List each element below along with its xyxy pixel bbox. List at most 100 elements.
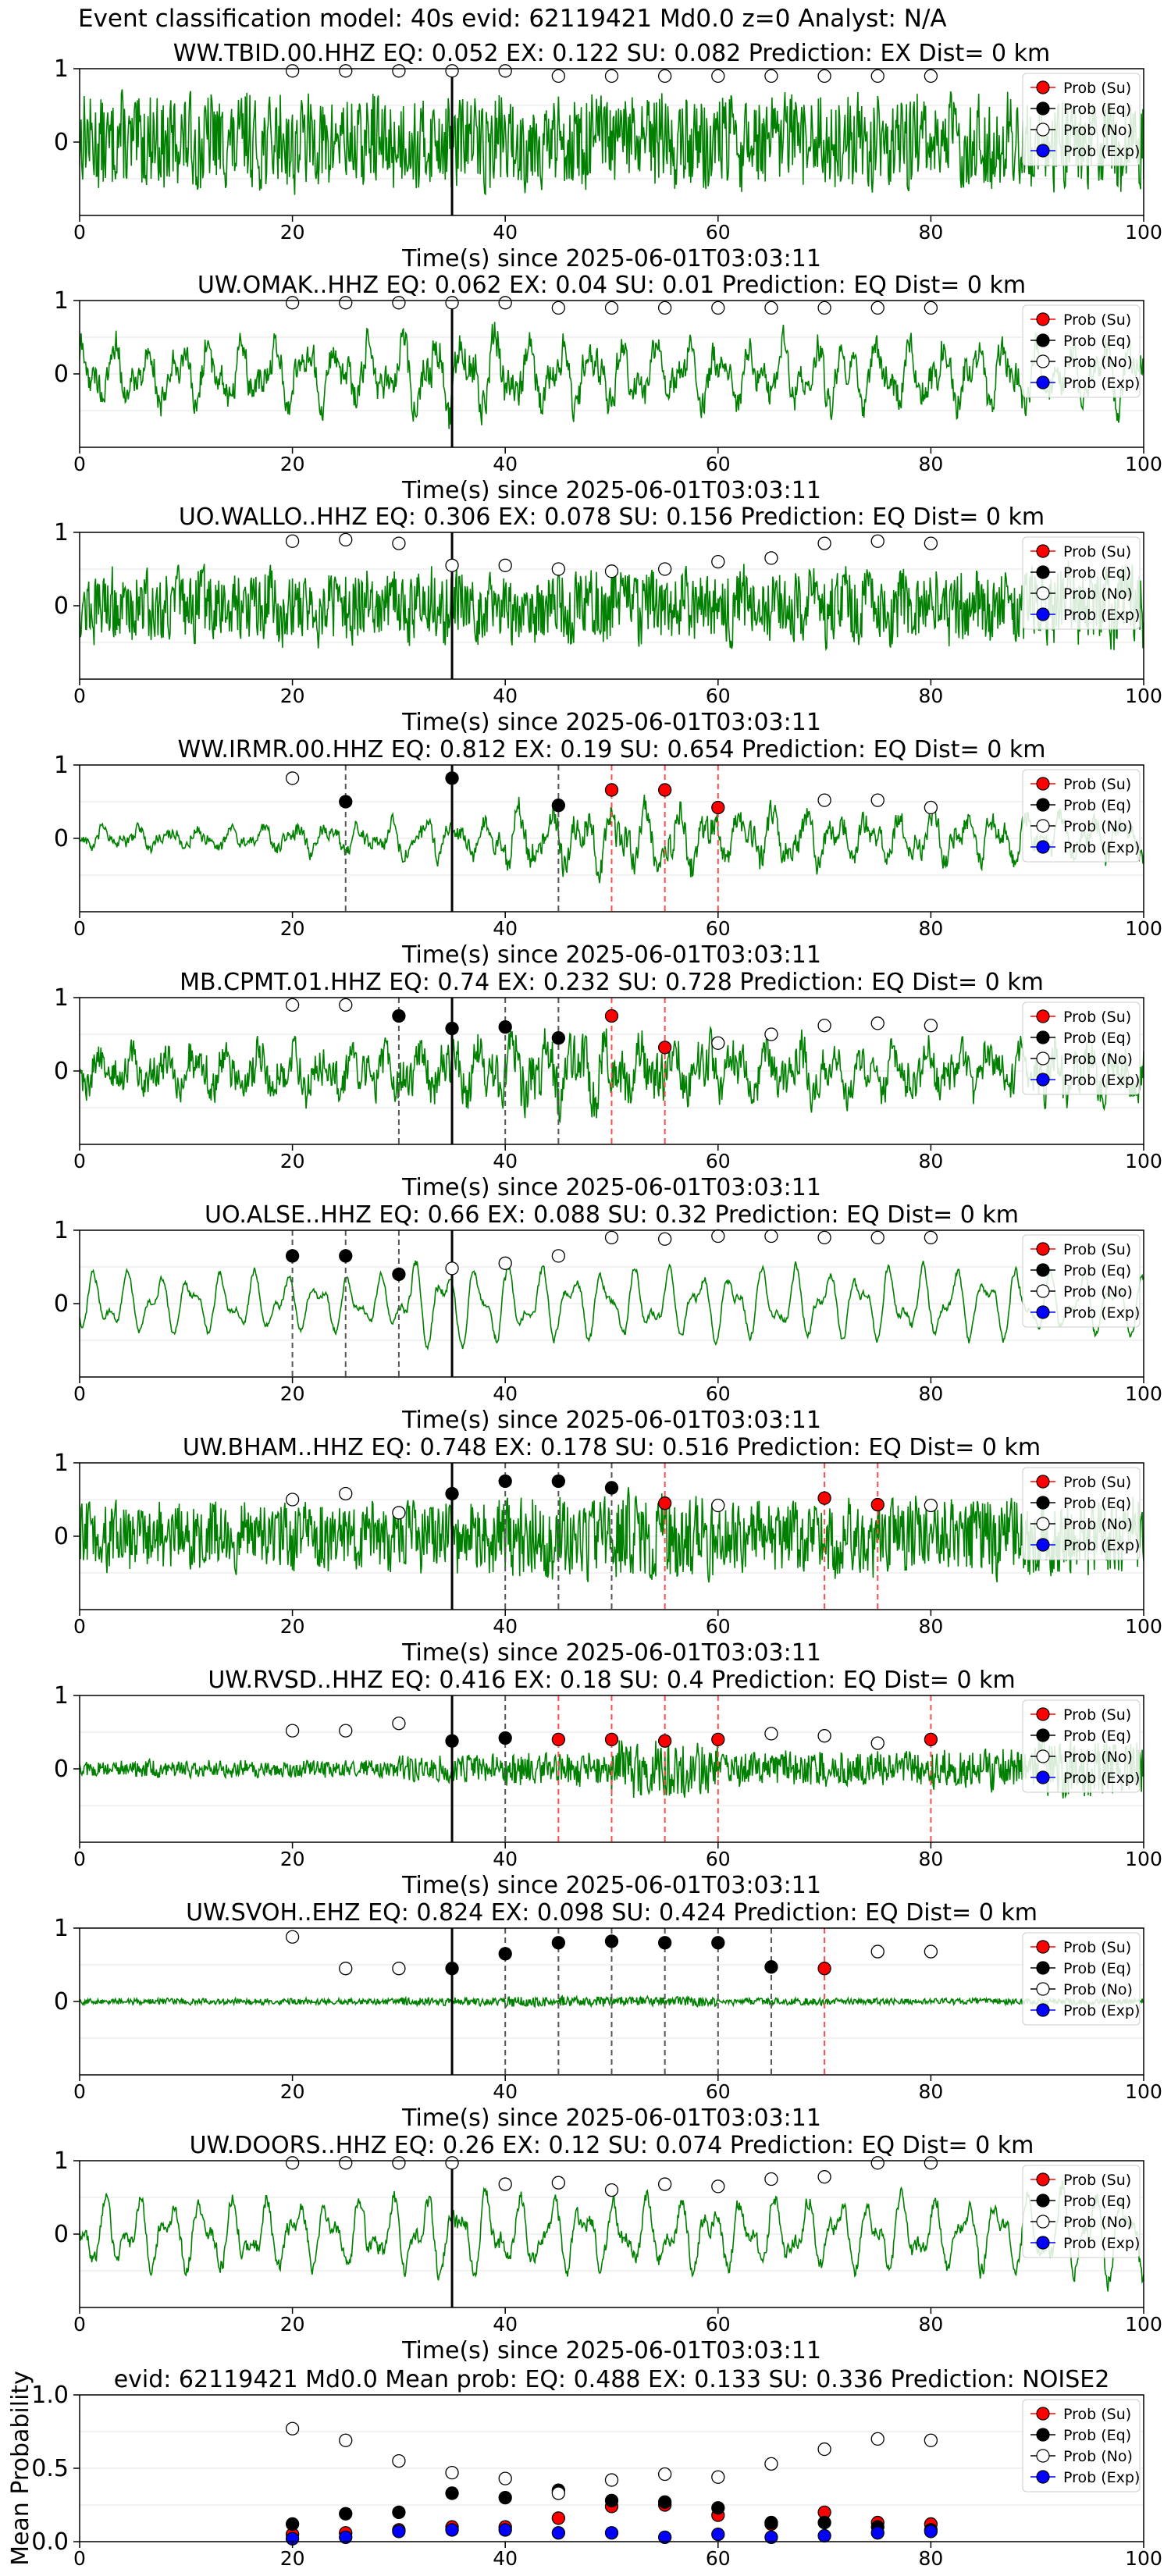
no-prob-marker [658,2177,672,2191]
no-prob-marker [392,296,406,310]
legend-label: Prob (Su) [1063,80,1131,97]
x-tick-label: 100 [1125,2313,1162,2336]
x-tick-label: 20 [280,917,305,940]
no-prob-marker [285,1930,300,1944]
exp-mean-marker [498,2523,512,2537]
eq-prob-marker [604,1481,619,1495]
x-tick-label: 40 [493,2313,518,2336]
no-prob-marker [604,1230,619,1245]
x-tick-label: 40 [493,1848,518,1870]
legend: Prob (Su) Prob (Eq) Prob (No) Prob (Exp) [1022,2399,1141,2492]
eq-prob-marker [551,1936,565,1950]
no-prob-marker [498,1256,512,1270]
no-prob-marker [551,2176,565,2190]
su-prob-marker [817,1491,831,1505]
no-prob-marker [764,69,778,84]
legend-su-icon [1036,1242,1050,1256]
eq-prob-marker [764,1960,778,1974]
x-tick-label: 20 [280,2313,305,2336]
su-prob-marker [604,783,619,797]
eq-mean-marker [604,2493,619,2508]
x-axis-label: Time(s) since 2025-06-01T03:03:11 [401,1872,821,1899]
no-prob-marker [924,1944,938,1959]
x-axis-label: Time(s) since 2025-06-01T03:03:11 [401,245,821,272]
no-prob-marker [817,69,831,84]
legend-eq-icon [1036,565,1050,579]
no-prob-marker [339,998,353,1012]
x-tick-label: 60 [706,2313,731,2336]
eq-prob-marker [285,1249,300,1263]
legend: Prob (Su) Prob (Eq) Prob (No) Prob (Exp) [1022,1932,1141,2026]
waveform-trace [80,1260,1144,1351]
legend-label: Prob (Su) [1063,1241,1131,1258]
legend-label: Prob (Exp) [1063,1072,1140,1089]
x-axis-label: Time(s) since 2025-06-01T03:03:11 [401,1174,821,1201]
eq-mean-marker [764,2515,778,2530]
eq-prob-marker [392,1009,406,1023]
y-tick-label: 0 [54,361,69,388]
x-tick-label: 40 [493,2080,518,2103]
legend-exp-icon [1036,1770,1050,1784]
x-tick-label: 100 [1125,1150,1162,1172]
no-mean-marker [285,2421,300,2435]
no-mean-marker [924,2433,938,2447]
x-axis-label: Time(s) since 2025-06-01T03:03:11 [401,709,821,736]
legend-label: Prob (Eq) [1063,101,1131,118]
y-tick-label: 0 [54,592,69,620]
eq-prob-marker [339,1249,353,1263]
legend-label: Prob (No) [1063,2448,1133,2465]
x-tick-label: 20 [280,1615,305,1638]
legend-label: Prob (Eq) [1063,1727,1131,1745]
legend-exp-icon [1036,1073,1050,1087]
x-tick-label: 20 [280,1848,305,1870]
legend-label: Prob (Su) [1063,2172,1131,2189]
x-tick-label: 100 [1125,1382,1162,1405]
legend-eq-icon [1036,101,1050,116]
x-tick-label: 40 [493,453,518,475]
no-prob-marker [339,296,353,310]
legend-no-icon [1036,1982,1050,1996]
legend-no-icon [1036,123,1050,137]
legend-exp-icon [1036,1538,1050,1552]
exp-mean-marker [924,2524,938,2539]
legend-no-icon [1036,1517,1050,1531]
legend: Prob (Su) Prob (Eq) Prob (No) Prob (Exp) [1022,1002,1141,1095]
x-tick-label: 20 [280,2080,305,2103]
legend-box [1022,1467,1141,1560]
y-tick-label: 1.0 [31,2382,69,2409]
exp-mean-marker [551,2526,565,2540]
eq-prob-marker [445,1486,459,1501]
station-panel: UO.WALLO..HHZ EQ: 0.306 EX: 0.078 SU: 0.… [54,503,1162,736]
no-prob-marker [817,793,831,807]
exp-mean-marker [392,2524,406,2539]
su-prob-marker [658,783,672,797]
legend-label: Prob (No) [1063,1051,1133,1068]
legend-label: Prob (Eq) [1063,1495,1131,1512]
station-panel: UW.RVSD..HHZ EQ: 0.416 EX: 0.18 SU: 0.4 … [54,1667,1162,1899]
no-prob-marker [924,800,938,815]
eq-prob-marker [551,1474,565,1489]
eq-prob-marker [498,1019,512,1034]
no-prob-marker [445,1261,459,1276]
su-prob-marker [604,1009,619,1023]
su-prob-marker [711,1732,725,1747]
legend: Prob (Su) Prob (Eq) Prob (No) Prob (Exp) [1022,73,1141,166]
no-prob-marker [764,551,778,565]
legend-no-icon [1036,819,1050,833]
x-tick-label: 100 [1125,685,1162,707]
x-tick-label: 40 [493,1615,518,1638]
no-mean-marker [817,2442,831,2457]
no-prob-marker [924,1019,938,1033]
no-prob-marker [285,534,300,548]
eq-prob-marker [604,1934,619,1948]
no-prob-marker [711,554,725,569]
panel-title: UW.OMAK..HHZ EQ: 0.062 EX: 0.04 SU: 0.01… [198,272,1026,299]
legend-su-icon [1036,1009,1050,1023]
eq-prob-marker [392,1267,406,1282]
legend-no-icon [1036,2449,1050,2463]
eq-prob-marker [711,1936,725,1950]
no-prob-marker [285,998,300,1012]
legend-exp-icon [1036,840,1050,854]
legend-box [1022,73,1141,166]
